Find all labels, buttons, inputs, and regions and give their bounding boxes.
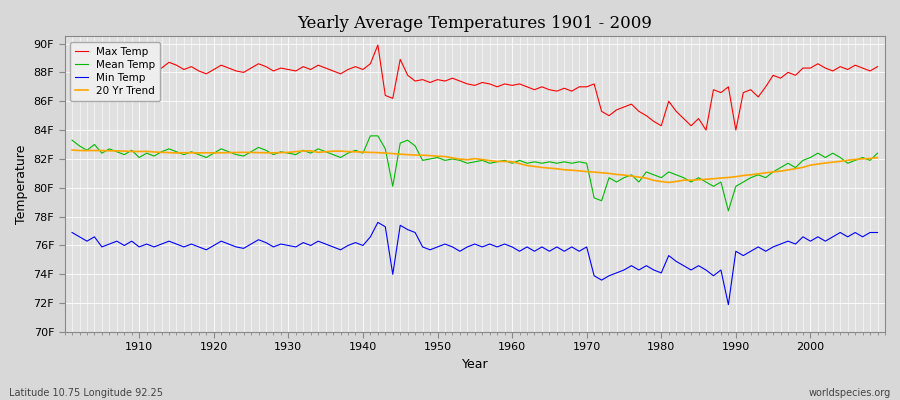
Min Temp: [335, 248, 346, 252]
Min Temp: [872, 230, 883, 235]
Min Temp: [723, 302, 734, 307]
Y-axis label: Temperature: Temperature: [15, 144, 28, 224]
Text: Latitude 10.75 Longitude 92.25: Latitude 10.75 Longitude 92.25: [9, 388, 163, 398]
Min Temp: [126, 239, 137, 244]
Max Temp: [514, 82, 525, 86]
20 Yr Trend: [500, 159, 510, 164]
Mean Temp: [291, 152, 302, 157]
Mean Temp: [872, 151, 883, 156]
Max Temp: [872, 64, 883, 69]
Line: Min Temp: Min Temp: [72, 222, 878, 305]
Max Temp: [335, 72, 346, 76]
Max Temp: [126, 61, 137, 66]
Min Temp: [67, 230, 77, 235]
20 Yr Trend: [67, 148, 77, 152]
Line: 20 Yr Trend: 20 Yr Trend: [72, 150, 878, 182]
Mean Temp: [514, 158, 525, 163]
Mean Temp: [126, 148, 137, 153]
X-axis label: Year: Year: [462, 358, 488, 371]
20 Yr Trend: [663, 180, 674, 185]
Line: Mean Temp: Mean Temp: [72, 136, 878, 211]
Min Temp: [514, 249, 525, 254]
Mean Temp: [604, 175, 615, 180]
Mean Temp: [507, 161, 517, 166]
20 Yr Trend: [126, 149, 137, 154]
20 Yr Trend: [335, 149, 346, 154]
Line: Max Temp: Max Temp: [72, 45, 878, 130]
Min Temp: [507, 244, 517, 249]
20 Yr Trend: [596, 170, 607, 175]
Mean Temp: [723, 208, 734, 213]
Max Temp: [604, 113, 615, 118]
Max Temp: [700, 128, 711, 132]
Max Temp: [67, 53, 77, 58]
Min Temp: [604, 273, 615, 278]
Max Temp: [507, 83, 517, 88]
20 Yr Trend: [291, 149, 302, 154]
Min Temp: [373, 220, 383, 225]
Legend: Max Temp, Mean Temp, Min Temp, 20 Yr Trend: Max Temp, Mean Temp, Min Temp, 20 Yr Tre…: [70, 42, 160, 101]
Text: worldspecies.org: worldspecies.org: [809, 388, 891, 398]
Title: Yearly Average Temperatures 1901 - 2009: Yearly Average Temperatures 1901 - 2009: [297, 15, 652, 32]
20 Yr Trend: [872, 155, 883, 160]
Max Temp: [373, 42, 383, 47]
Max Temp: [291, 68, 302, 73]
Mean Temp: [365, 134, 376, 138]
20 Yr Trend: [507, 159, 517, 164]
Mean Temp: [67, 138, 77, 142]
Min Temp: [291, 244, 302, 249]
Mean Temp: [335, 155, 346, 160]
